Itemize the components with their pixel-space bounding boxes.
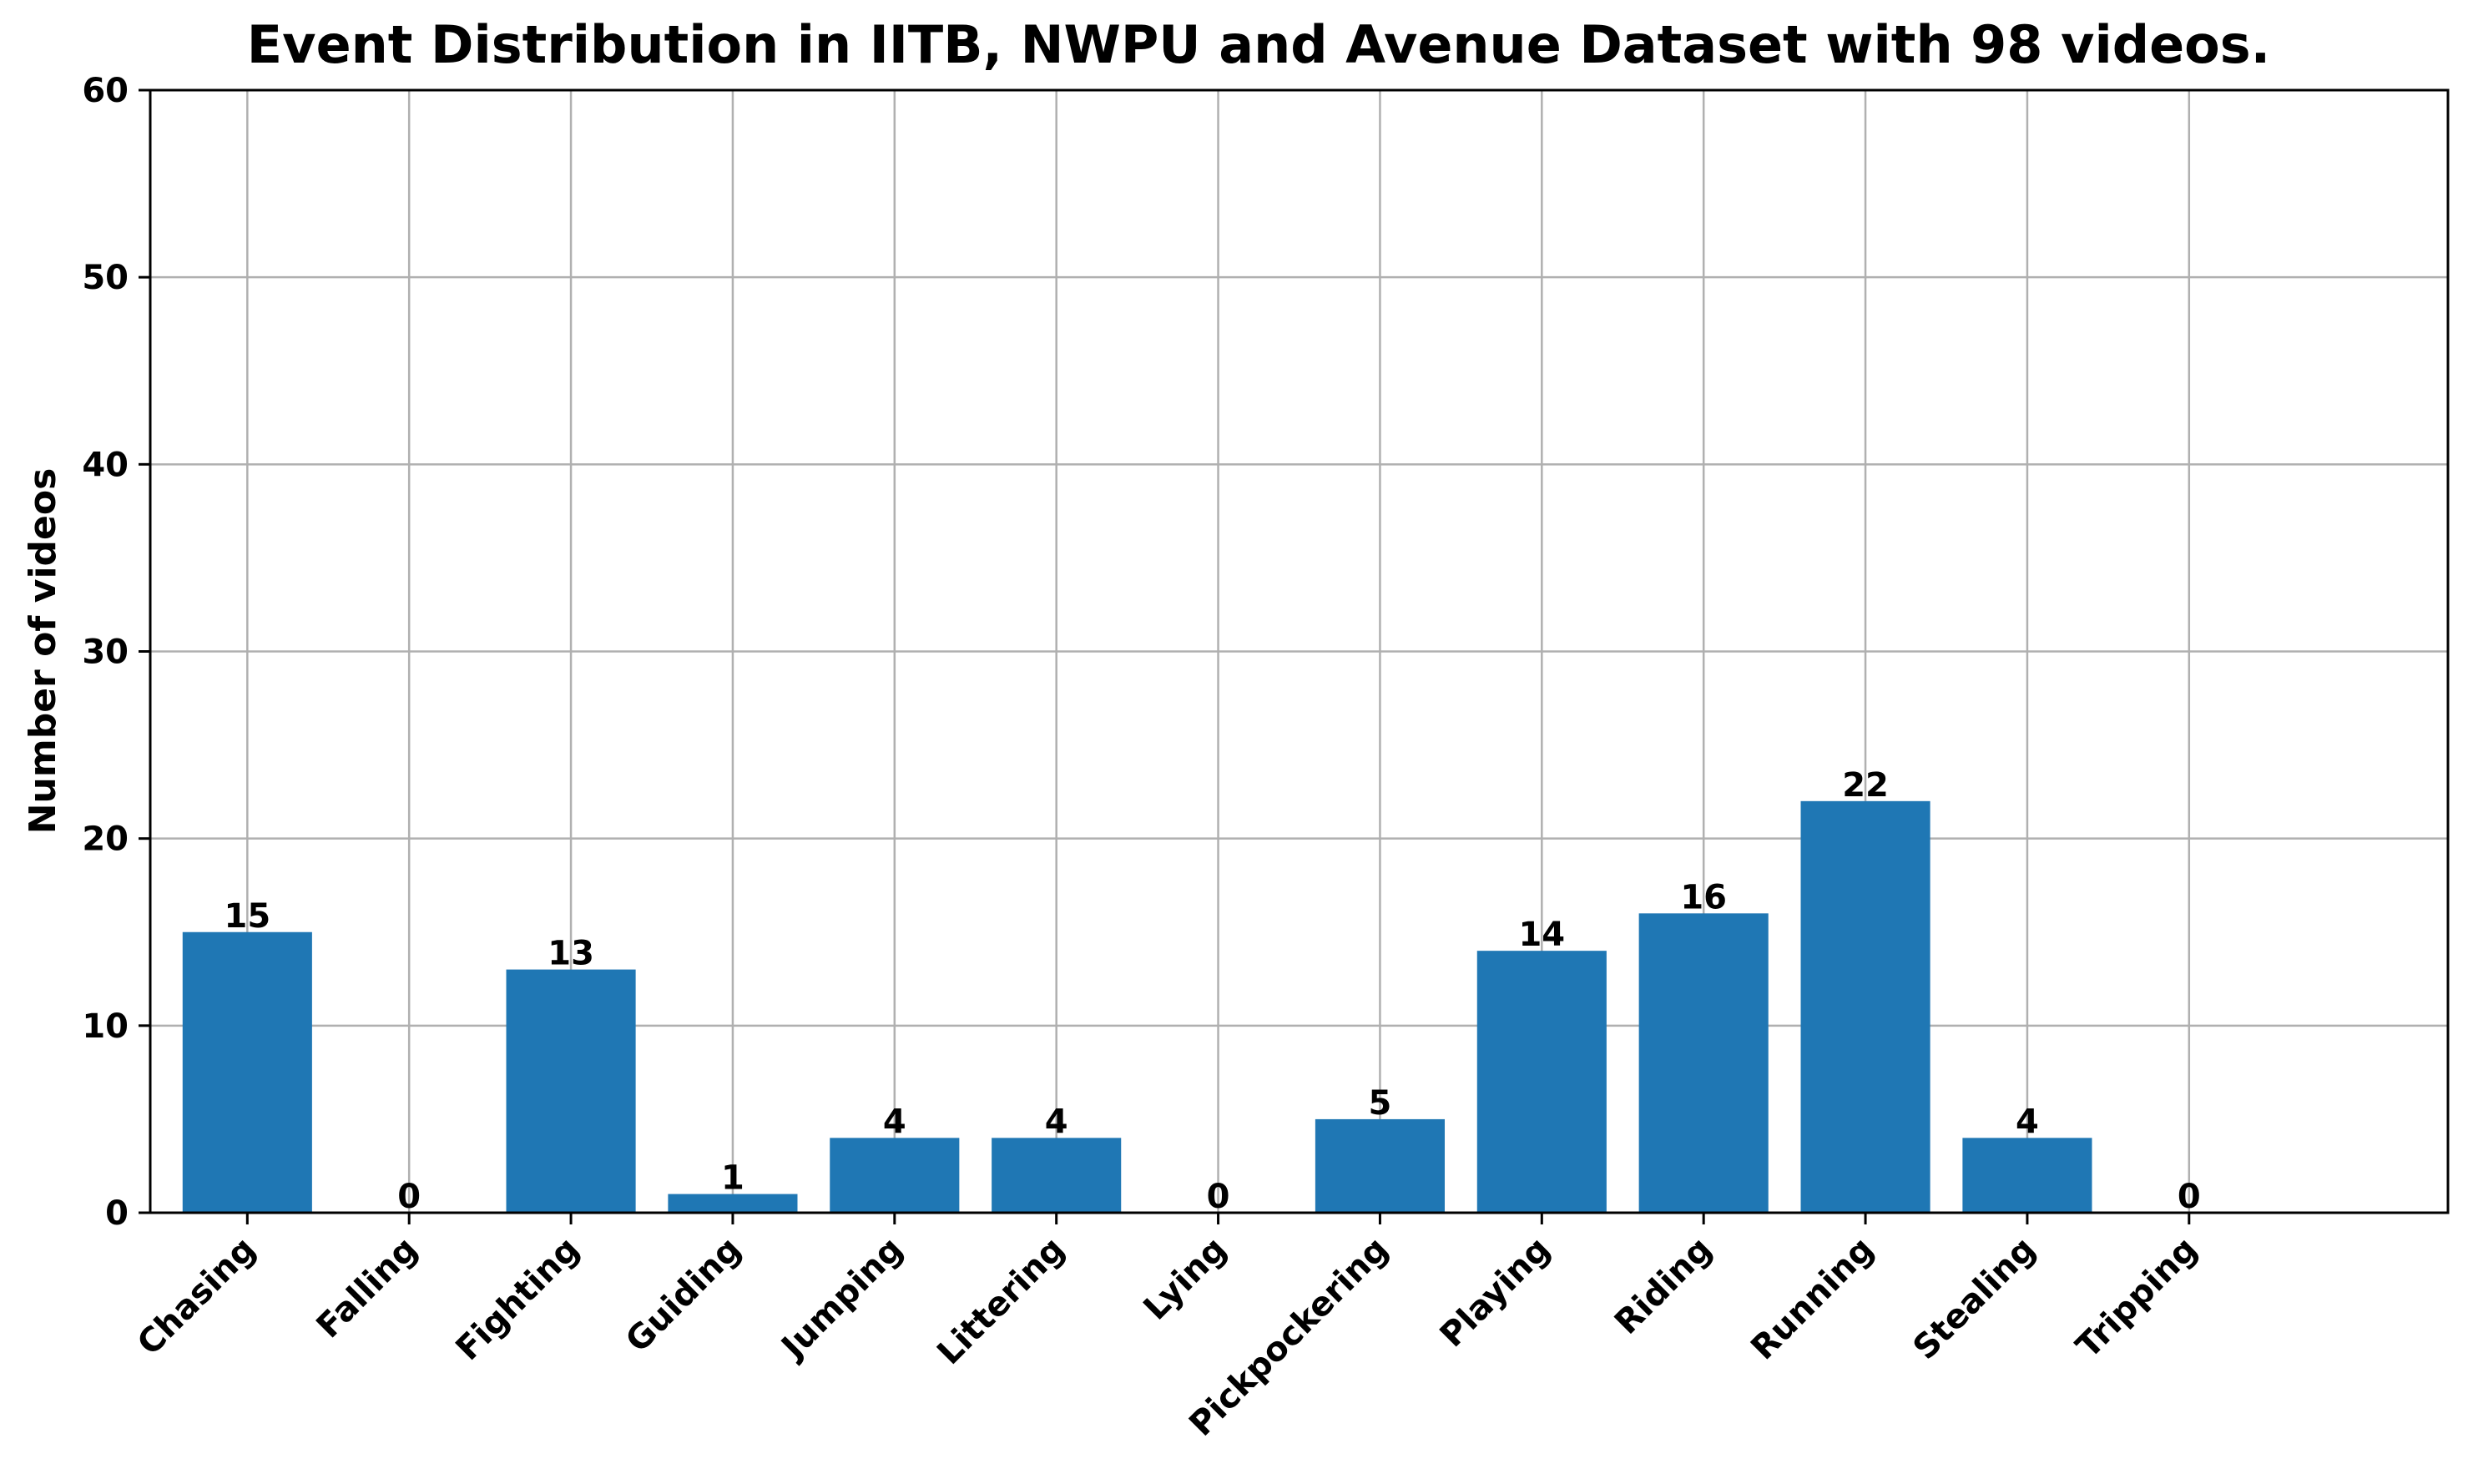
bar-playing [1476, 951, 1607, 1213]
bar-stealing [1962, 1138, 2092, 1213]
bar-value-label: 4 [883, 1103, 906, 1141]
x-tick-label-falling: Falling [310, 1230, 426, 1346]
x-tick-label-jumping: Jumping [773, 1230, 911, 1368]
bar-riding [1638, 913, 1769, 1213]
bar-value-label: 16 [1680, 878, 1727, 916]
x-tick-label-playing: Playing [1433, 1230, 1558, 1355]
y-tick-label: 50 [82, 259, 129, 297]
bar-value-label: 14 [1518, 916, 1565, 954]
bar-value-label: 4 [2016, 1103, 2039, 1141]
bar-value-label: 0 [1207, 1178, 1230, 1216]
x-tick-label-stealing: Stealing [1906, 1230, 2043, 1367]
y-tick-label: 10 [82, 1007, 129, 1046]
bar-value-label: 22 [1842, 766, 1889, 805]
bar-pickpockering [1315, 1118, 1445, 1213]
x-tick-label-littering: Littering [930, 1230, 1072, 1373]
x-tick-label-riding: Riding [1607, 1230, 1719, 1342]
y-axis-label: Number of videos [22, 468, 64, 835]
grid-lines [150, 88, 2448, 1214]
y-tick-label: 0 [105, 1194, 129, 1233]
bar-value-label: 0 [2178, 1178, 2201, 1216]
x-axis-ticks: Chasing Falling Fighting Guiding Jumping Litt… [130, 1213, 2205, 1444]
x-tick-label-tripping: Tripping [2069, 1230, 2205, 1366]
bar-value-label: 4 [1045, 1103, 1068, 1141]
y-tick-label: 60 [82, 72, 129, 110]
y-tick-label: 20 [82, 820, 129, 859]
x-tick-label-running: Running [1744, 1230, 1881, 1368]
bar-value-label: 13 [548, 935, 594, 973]
chart-title: Event Distribution in IITB, NWPU and Ave… [247, 14, 2270, 75]
bar-value-label: 1 [721, 1159, 744, 1198]
bar-jumping [830, 1138, 960, 1213]
bar-fighting [506, 969, 636, 1213]
y-tick-label: 40 [82, 446, 129, 484]
bar-chasing [182, 931, 312, 1213]
bar-littering [992, 1138, 1122, 1213]
x-tick-label-lying: Lying [1136, 1230, 1234, 1328]
x-tick-label-guiding: Guiding [618, 1230, 749, 1360]
bar-value-label: 0 [397, 1178, 421, 1216]
bar-running [1800, 800, 1930, 1213]
x-tick-label-chasing: Chasing [130, 1230, 263, 1363]
bars [182, 800, 2092, 1213]
y-tick-label: 30 [82, 633, 129, 672]
bar-value-label: 15 [224, 897, 270, 936]
y-axis-ticks: 0 10 20 30 40 50 60 [82, 72, 150, 1233]
x-tick-label-fighting: Fighting [449, 1230, 588, 1369]
bar-value-label: 5 [1369, 1084, 1392, 1123]
bar-guiding [668, 1194, 798, 1213]
